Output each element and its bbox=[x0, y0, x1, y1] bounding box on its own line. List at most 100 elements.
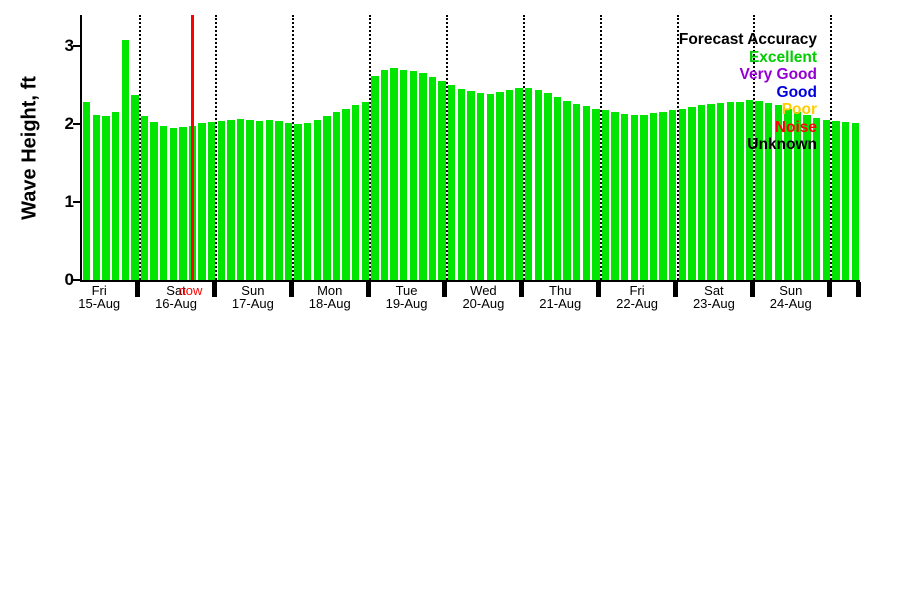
legend-entry-excellent: Excellent bbox=[748, 48, 817, 66]
now-label: now bbox=[178, 283, 203, 298]
day-boundary-gridline bbox=[676, 15, 679, 280]
day-name: Sun bbox=[241, 283, 265, 298]
wave-height-bar bbox=[563, 100, 571, 280]
day-name: Mon bbox=[317, 283, 343, 298]
wave-height-bar bbox=[774, 105, 783, 280]
wave-height-bar bbox=[649, 113, 658, 280]
wave-height-bar bbox=[717, 103, 725, 280]
wave-height-bar bbox=[265, 120, 273, 280]
wave-height-bar bbox=[678, 108, 686, 280]
wave-height-bar bbox=[371, 75, 379, 280]
y-axis-tick-label: 3 bbox=[64, 36, 74, 56]
wave-height-bar bbox=[198, 123, 206, 280]
wave-height-bar bbox=[515, 88, 523, 280]
wave-height-bar bbox=[207, 121, 216, 280]
wave-height-bar bbox=[304, 122, 312, 280]
day-name: Sat bbox=[166, 283, 186, 298]
wave-height-bar bbox=[851, 122, 859, 280]
wave-height-bar bbox=[419, 73, 427, 280]
x-axis-day-label: Tue 19-Aug bbox=[367, 284, 447, 310]
x-axis-tick bbox=[855, 282, 861, 297]
x-axis-day-label: Sun 24-Aug bbox=[751, 284, 831, 310]
day-date: 19-Aug bbox=[385, 296, 428, 311]
wave-height-bar bbox=[592, 108, 600, 280]
day-date: 17-Aug bbox=[231, 296, 274, 311]
x-axis-day-label: Sat 16-Aug bbox=[136, 284, 216, 310]
wave-height-bar bbox=[313, 120, 321, 280]
wave-height-bar bbox=[294, 124, 302, 280]
x-axis-day-label: Thu 21-Aug bbox=[520, 284, 600, 310]
y-axis-tick bbox=[73, 201, 80, 204]
x-axis-day-label: Mon 18-Aug bbox=[290, 284, 370, 310]
wave-height-bar bbox=[745, 99, 754, 280]
wave-height-bar bbox=[534, 89, 542, 280]
day-name: Sat bbox=[704, 283, 724, 298]
wave-height-bar bbox=[765, 103, 773, 280]
x-axis-tick bbox=[135, 282, 141, 297]
x-axis-day-label: Fri 15-Aug bbox=[59, 284, 139, 310]
wave-height-bar bbox=[150, 121, 158, 280]
x-axis-tick bbox=[519, 282, 525, 297]
x-axis-tick bbox=[596, 282, 602, 297]
day-boundary-gridline bbox=[522, 15, 525, 280]
y-axis-tick bbox=[73, 123, 80, 126]
day-boundary-gridline bbox=[830, 15, 833, 280]
wave-height-bar bbox=[448, 85, 456, 280]
wave-height-bar bbox=[726, 102, 735, 280]
x-axis-tick bbox=[826, 282, 832, 297]
wave-height-bar bbox=[822, 120, 831, 280]
day-boundary-gridline bbox=[599, 15, 602, 280]
wave-height-bar bbox=[409, 71, 418, 280]
wave-height-bar bbox=[83, 102, 91, 280]
wave-height-bar bbox=[620, 114, 629, 280]
wave-height-bar bbox=[332, 112, 341, 280]
x-axis-day-label: Wed 20-Aug bbox=[443, 284, 523, 310]
wave-height-bar bbox=[323, 116, 331, 280]
wave-height-bar bbox=[784, 108, 792, 280]
x-axis-tick bbox=[211, 282, 217, 297]
wave-height-bar bbox=[707, 103, 715, 280]
day-name: Fri bbox=[629, 283, 645, 298]
day-date: 16-Aug bbox=[155, 296, 197, 311]
day-boundary-gridline bbox=[753, 15, 756, 280]
y-axis-tick bbox=[73, 45, 80, 48]
day-date: 22-Aug bbox=[616, 296, 659, 311]
day-name: Sun bbox=[779, 283, 803, 298]
wave-height-bar bbox=[736, 101, 744, 280]
legend: Forecast Accuracy Excellent Very Good Good… bbox=[679, 31, 817, 154]
day-boundary-gridline bbox=[369, 15, 372, 280]
day-name: Fri bbox=[91, 283, 107, 298]
wave-height-bar bbox=[217, 121, 225, 280]
wave-height-bar bbox=[467, 91, 475, 280]
day-date: 18-Aug bbox=[308, 296, 351, 311]
wave-height-bar bbox=[832, 121, 840, 280]
legend-entry-unknown: Unknown bbox=[747, 136, 817, 153]
x-axis-tick bbox=[288, 282, 294, 297]
day-boundary-gridline bbox=[445, 15, 448, 280]
wave-height-bar bbox=[102, 116, 110, 280]
wave-height-bar bbox=[131, 94, 139, 280]
y-axis-tick-label: 2 bbox=[64, 114, 74, 134]
wave-height-bar bbox=[688, 106, 696, 280]
now-line bbox=[190, 15, 194, 280]
wave-height-bar bbox=[246, 120, 254, 280]
legend-entry-good: Good bbox=[776, 83, 817, 101]
wave-height-bar bbox=[169, 128, 177, 280]
wave-height-bar bbox=[380, 69, 389, 280]
wave-height-bar bbox=[121, 39, 129, 280]
day-date: 23-Aug bbox=[692, 296, 735, 311]
day-name: Tue bbox=[395, 283, 418, 298]
wave-height-bar bbox=[659, 111, 667, 280]
wave-height-bar bbox=[697, 105, 706, 280]
wave-height-bar bbox=[505, 89, 514, 280]
wave-height-bar bbox=[803, 114, 811, 280]
x-axis-tick bbox=[673, 282, 678, 297]
wave-height-bar bbox=[601, 110, 610, 280]
legend-title: Forecast Accuracy bbox=[678, 31, 817, 48]
wave-height-bar bbox=[275, 121, 283, 280]
x-axis-tick bbox=[442, 282, 448, 297]
legend-entry-very-good: Very Good bbox=[739, 66, 817, 83]
wave-height-bar bbox=[140, 116, 149, 280]
wave-height-bar bbox=[342, 108, 350, 280]
wave-height-bar bbox=[611, 112, 619, 280]
